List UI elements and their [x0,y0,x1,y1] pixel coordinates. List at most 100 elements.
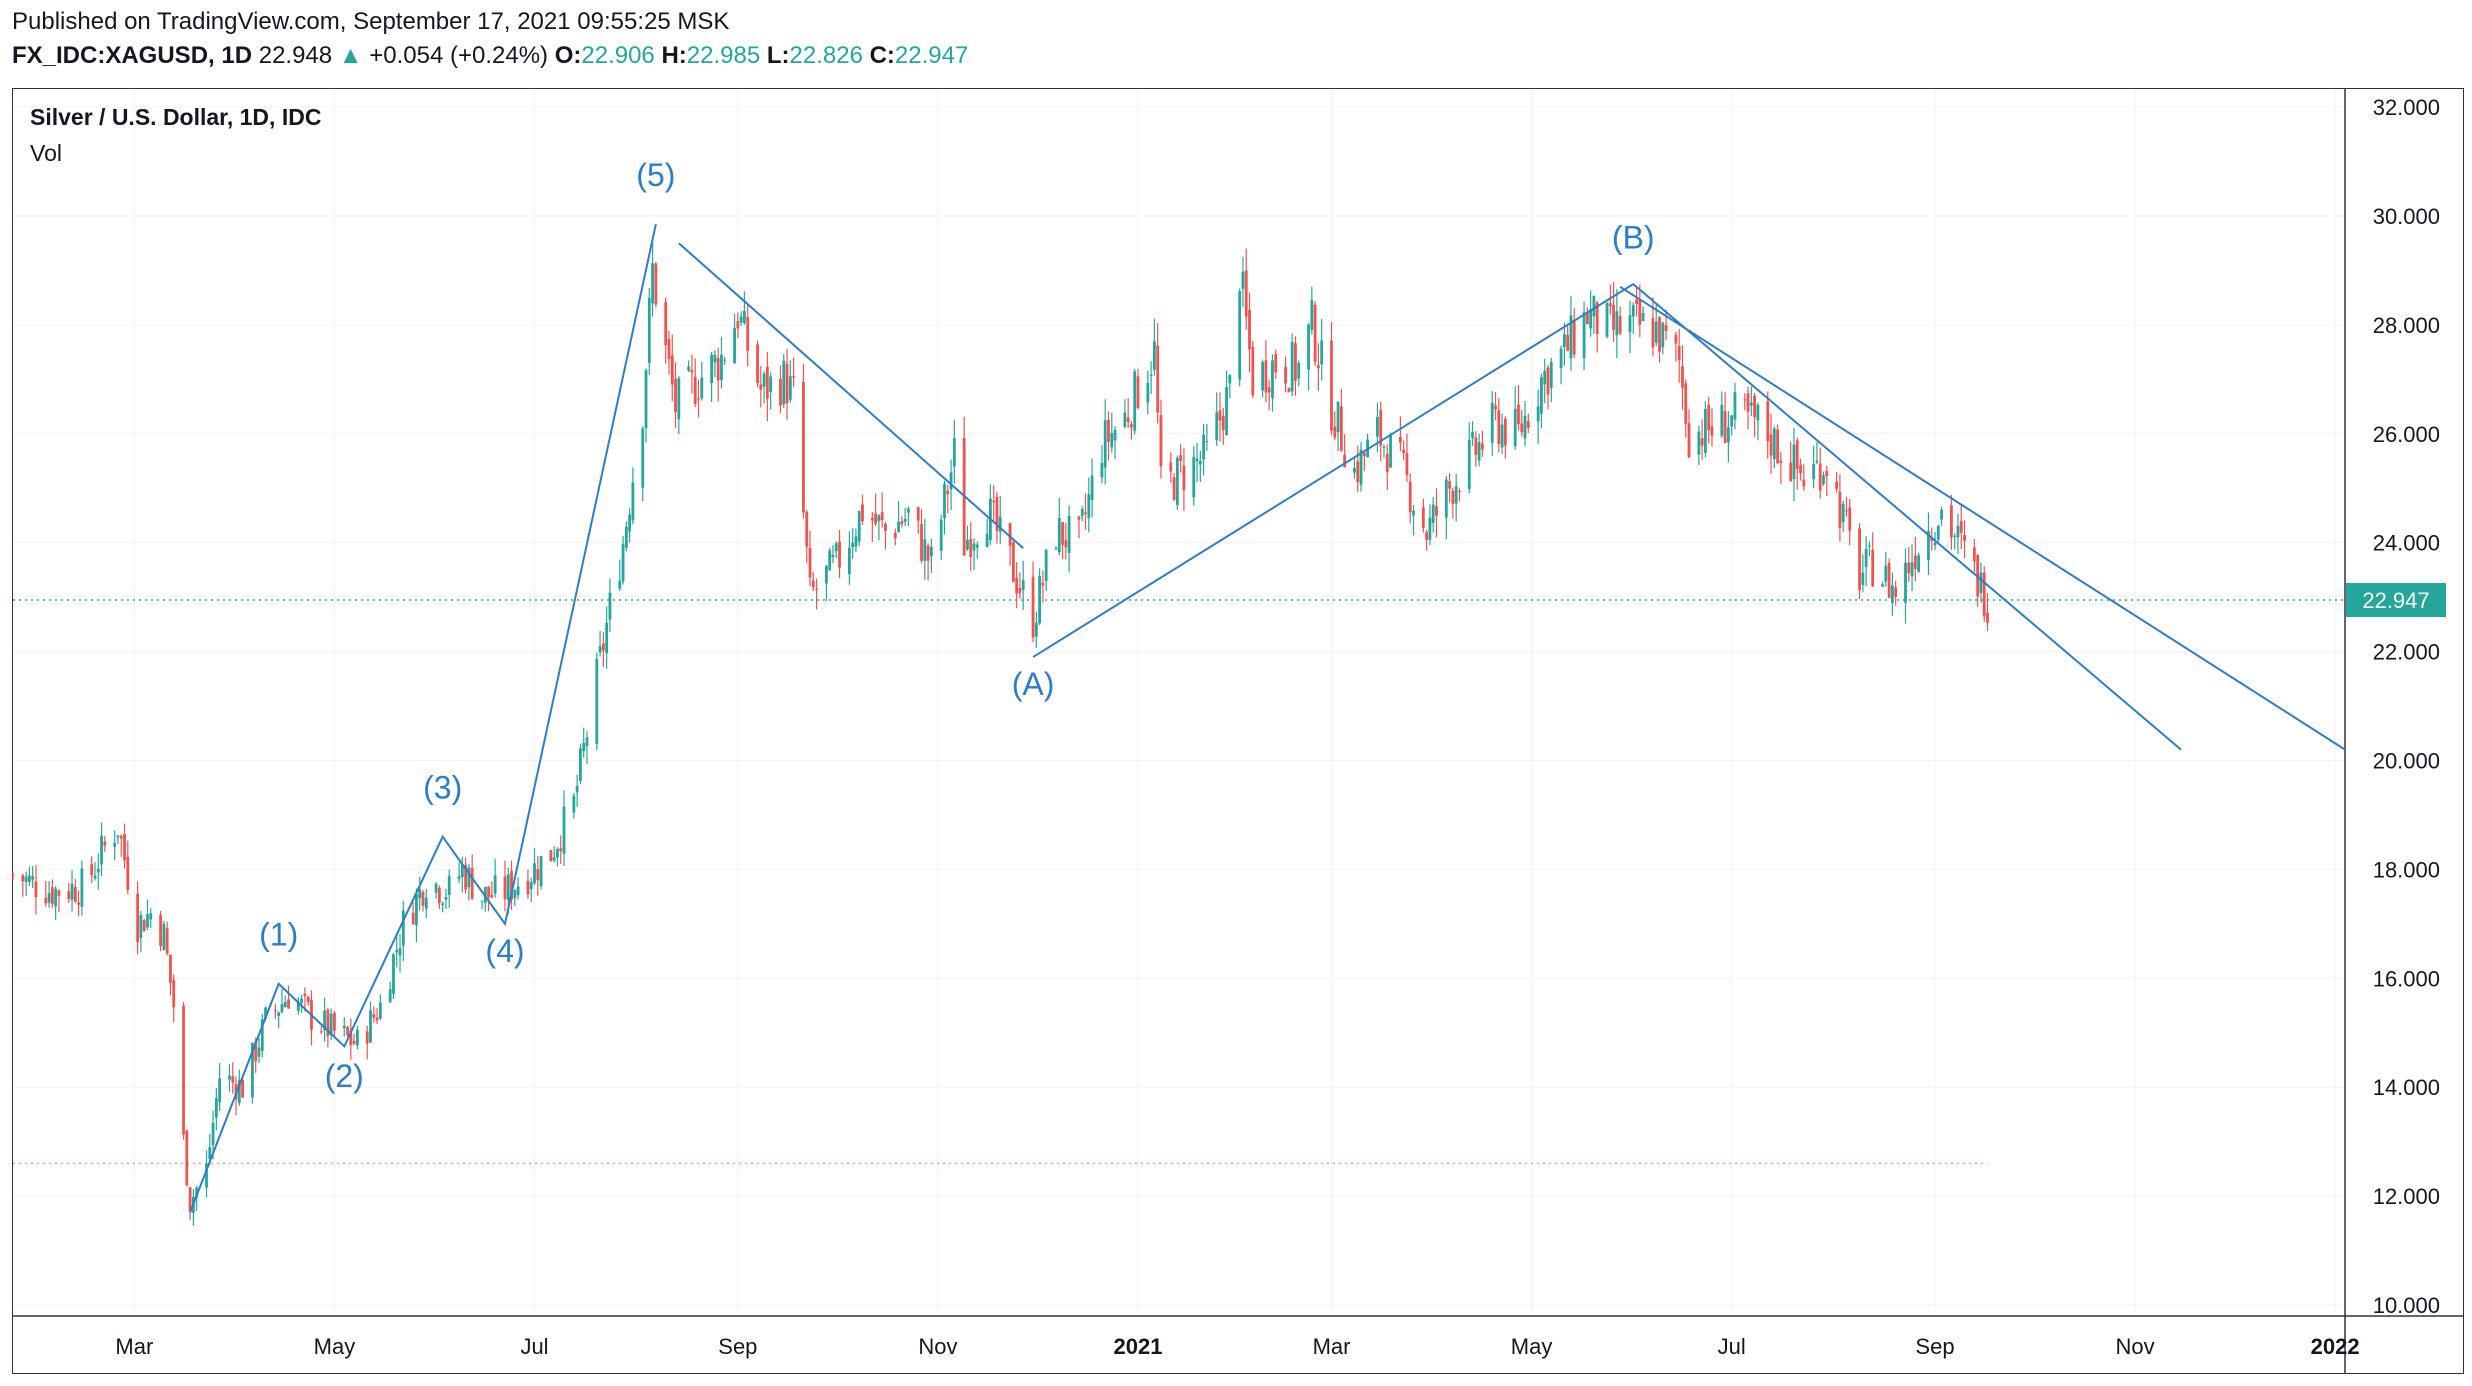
candle-body [861,504,864,522]
candle-body [893,532,897,539]
candle-body [572,795,576,813]
candle-body [1684,383,1688,424]
candle-body [1546,367,1550,395]
candle-body [1779,460,1783,463]
legend-volume[interactable]: Vol [30,140,62,166]
candle-body [1316,365,1320,369]
candle-body [1238,291,1242,380]
candle-body [280,1004,284,1012]
candle-body [595,658,599,744]
candle-body [585,737,589,747]
wave-label: (2) [325,1058,364,1094]
candle-body [1182,465,1186,491]
candle-body [1353,467,1356,473]
candle-body [1362,452,1366,457]
candle-body [100,835,103,865]
candle-body [1248,309,1251,350]
candle-body [1333,426,1337,438]
candle-body [1451,490,1455,504]
candle-body [136,893,140,943]
candle-body [398,948,402,956]
candle-body [1612,304,1615,330]
candle-body [1825,470,1829,477]
candle-body [401,910,405,946]
candle-body [687,366,691,371]
y-tick-label: 26.000 [2373,422,2440,447]
candle-body [1562,334,1566,348]
candle-body [1330,340,1333,431]
candle-body [700,377,704,399]
candle-body [618,580,622,589]
candle-body [1861,572,1865,585]
candle-body [1261,362,1265,391]
candle-body [1608,303,1612,307]
legend-title[interactable]: Silver / U.S. Dollar, 1D, IDC [30,104,322,130]
candle-body [457,876,461,879]
candle-body [1458,491,1461,493]
symbol-label[interactable]: FX_IDC:XAGUSD, 1D [12,42,253,69]
candle-body [1054,548,1058,550]
candle-body [326,1009,330,1037]
candle-body [647,297,651,363]
candle-body [710,354,714,384]
candle-body [1907,562,1911,574]
candle-body [1933,542,1937,546]
candle-body [838,541,841,568]
candle-body [1159,415,1163,467]
candle-body [70,883,74,900]
candle-body [907,508,910,513]
candle-body [1536,406,1540,422]
candle-body [556,849,559,858]
candle-body [1156,345,1160,413]
candle-body [1339,406,1343,451]
candle-body [1133,371,1137,431]
candle-body [214,1097,218,1118]
candle-body [1110,432,1114,448]
candle-body [815,588,818,590]
candle-body [992,500,996,502]
change-arrow-icon: ▲ [338,42,363,69]
candle-body [1244,270,1248,317]
candle-body [1103,420,1107,468]
candle-body [664,301,668,345]
y-tick-label: 28.000 [2373,313,2440,338]
candle-body [1887,562,1891,598]
candle-body [126,856,130,890]
candle-body [1818,463,1822,491]
candle-body [1130,424,1133,428]
candle-body [1408,481,1412,513]
candle-body [1677,346,1681,360]
candle-body [690,369,694,373]
candle-body [1523,415,1527,439]
candle-body [185,1130,189,1186]
candle-body [825,565,828,584]
candle-body [929,546,933,557]
candle-body [1503,418,1507,446]
x-tick-label: 2022 [2311,1334,2360,1359]
candle-body [1972,547,1976,562]
candle-body [779,378,782,406]
candle-body [972,543,976,551]
candle-body [1930,537,1934,541]
candle-body [1385,454,1389,473]
chart-frame[interactable] [12,88,2464,1374]
candle-body [529,882,533,890]
candle-body [851,542,855,548]
candle-body [1838,491,1842,528]
candle-body [1549,361,1553,388]
candle-body [211,1122,215,1146]
candle-body [674,378,677,412]
candle-body [1674,334,1678,344]
candle-body [1038,575,1042,624]
candle-body [1858,528,1861,591]
y-tick-label: 14.000 [2373,1075,2440,1100]
candle-body [1628,315,1632,333]
candle-body [1513,409,1517,447]
x-tick-label: Jul [520,1334,548,1359]
candle-body [1936,526,1940,540]
candle-body [811,580,815,588]
candle-body [1756,404,1760,421]
candle-body [1192,456,1196,498]
candle-body [470,867,474,899]
